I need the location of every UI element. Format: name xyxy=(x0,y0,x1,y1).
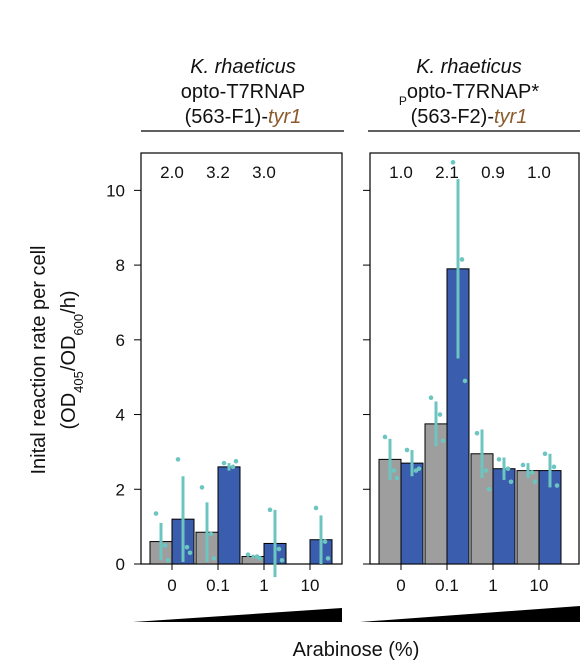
x-tick-label: 1 xyxy=(259,576,268,595)
data-point xyxy=(322,539,328,544)
data-point xyxy=(505,466,511,472)
data-point xyxy=(199,485,205,490)
y-axis-label: Inital reaction rate per cell xyxy=(28,245,50,474)
panel-title-part: tyr1 xyxy=(494,106,527,128)
y-axis-label: (OD405/OD600/h) xyxy=(58,291,86,430)
data-point xyxy=(230,464,236,470)
panel-title-part: K. rhaeticus xyxy=(190,56,296,78)
data-point xyxy=(245,552,251,557)
x-tick-label: 0 xyxy=(167,576,176,595)
panel-title: (563-F1)-tyr1 xyxy=(185,106,302,128)
x-tick-label: 0.1 xyxy=(206,576,230,595)
data-point xyxy=(532,479,538,485)
fold-label: 2.0 xyxy=(160,163,184,182)
panel-title: K. rhaeticus xyxy=(416,56,522,78)
bar xyxy=(217,466,241,565)
data-point xyxy=(208,531,214,537)
y-axis-label-part: Inital reaction rate per cell xyxy=(28,245,50,474)
y-tick-label: 10 xyxy=(106,181,125,200)
data-point xyxy=(313,505,319,511)
bar xyxy=(516,470,540,565)
x-axis-label: Arabinose (%) xyxy=(293,639,420,661)
data-point xyxy=(462,378,468,384)
bar xyxy=(400,462,424,565)
data-point xyxy=(391,468,397,473)
data-point xyxy=(162,543,168,548)
data-point xyxy=(416,466,422,472)
panel-title: (563-F2)-tyr1 xyxy=(411,106,528,128)
x-tick-label: 1 xyxy=(488,576,497,595)
data-point xyxy=(211,556,217,561)
panel-title-part: opto-T7RNAP xyxy=(181,81,306,103)
panel-title: K. rhaeticus xyxy=(190,56,296,78)
y-tick-label: 4 xyxy=(116,406,125,425)
x-tick-label: 10 xyxy=(301,576,320,595)
data-point xyxy=(267,507,273,513)
data-point xyxy=(325,556,331,561)
data-point xyxy=(175,457,181,462)
data-point xyxy=(279,557,285,563)
data-point xyxy=(187,550,193,556)
fold-label: 0.9 xyxy=(481,163,505,182)
data-point xyxy=(520,462,526,468)
panel-title-part: opto-T7RNAP* xyxy=(407,81,539,103)
x-tick-label: 10 xyxy=(530,576,549,595)
data-point xyxy=(257,556,263,561)
data-point xyxy=(542,451,548,457)
data-point xyxy=(483,468,489,473)
data-point xyxy=(474,430,480,436)
panel-title-part: (563-F1)- xyxy=(185,106,268,128)
data-point xyxy=(404,447,410,453)
y-axis-label-part: /OD xyxy=(58,336,80,372)
data-point xyxy=(276,546,282,552)
panel-title-part: (563-F2)- xyxy=(411,106,494,128)
data-point xyxy=(233,458,239,464)
panel-title: opto-T7RNAP xyxy=(181,81,306,103)
panel-title-part: P xyxy=(399,94,407,108)
data-point xyxy=(450,160,456,165)
data-point xyxy=(382,434,388,440)
y-axis-label-part: (OD xyxy=(58,393,80,430)
gradient-wedge xyxy=(133,608,342,622)
panel-title-part: tyr1 xyxy=(268,106,301,128)
y-tick-label: 0 xyxy=(116,555,125,574)
fold-label: 3.2 xyxy=(206,163,230,182)
data-point xyxy=(496,457,502,462)
x-tick-label: 0 xyxy=(396,576,405,595)
gradient-wedge xyxy=(360,606,580,622)
y-axis-label-part: /h) xyxy=(58,291,80,314)
data-point xyxy=(394,475,400,481)
x-tick-label: 0.1 xyxy=(435,576,459,595)
data-point xyxy=(551,464,557,470)
data-point xyxy=(165,557,171,563)
data-point xyxy=(554,483,560,488)
data-point xyxy=(459,257,465,262)
data-point xyxy=(508,479,514,485)
y-tick-label: 6 xyxy=(116,331,125,350)
fold-label: 1.0 xyxy=(527,163,551,182)
fold-label: 2.1 xyxy=(435,163,459,182)
data-point xyxy=(437,412,443,417)
data-point xyxy=(486,486,492,492)
data-point xyxy=(428,395,434,401)
y-axis-label-part: 405 xyxy=(71,371,86,393)
panel-title: Popto-T7RNAP* xyxy=(399,81,540,108)
data-point xyxy=(440,438,446,444)
data-point xyxy=(153,511,159,516)
fold-label: 1.0 xyxy=(389,163,413,182)
panel-frame xyxy=(140,152,343,565)
y-tick-label: 2 xyxy=(116,480,125,499)
fold-label: 3.0 xyxy=(252,163,276,182)
y-tick-label: 8 xyxy=(116,256,125,275)
panel-title-part: K. rhaeticus xyxy=(416,56,522,78)
data-point xyxy=(529,470,535,475)
y-axis-label-part: 600 xyxy=(71,314,86,336)
data-point xyxy=(184,544,190,550)
data-point xyxy=(221,460,227,466)
